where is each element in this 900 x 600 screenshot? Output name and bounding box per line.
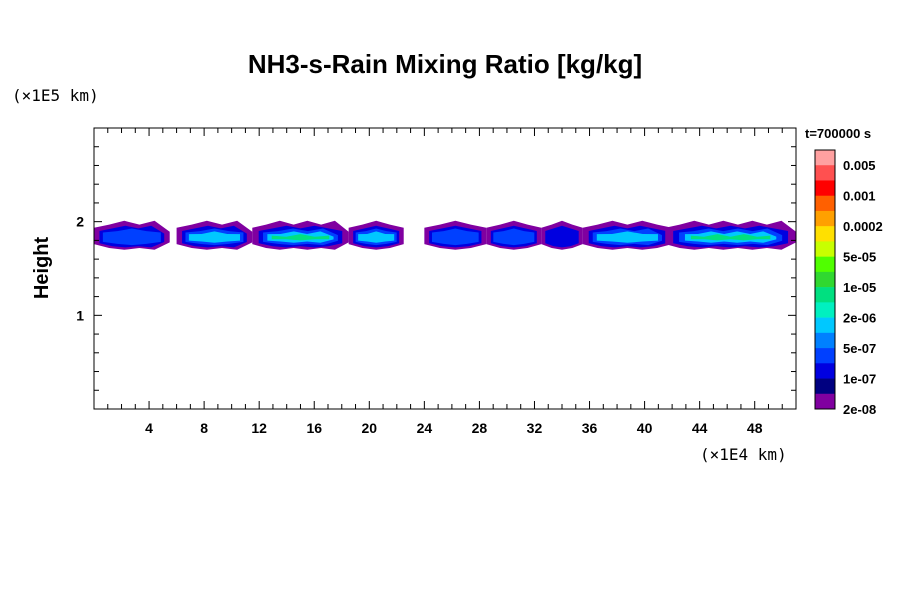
plot-frame: [93, 127, 797, 410]
colorbar-swatch: [815, 210, 835, 227]
cloud-cell-level-3: [431, 228, 479, 246]
chart-title: NH3-s-Rain Mixing Ratio [kg/kg]: [248, 49, 642, 79]
colorbar-tick-label: 0.005: [843, 158, 876, 173]
colorbar-swatch: [815, 378, 835, 395]
colorbar-swatch: [815, 302, 835, 318]
colorbar-swatch: [815, 256, 835, 273]
x-tick-label: 40: [637, 420, 653, 436]
colorbar-tick-label: 2e-06: [843, 311, 876, 326]
x-tick-label: 20: [362, 420, 378, 436]
colorbar-swatch: [815, 348, 835, 364]
colorbar-tick-label: 0.0002: [843, 219, 883, 234]
colorbar: 0.005 0.001 0.0002 5e-05 1e-05 2e-06 5e-07 1e-0…: [814, 149, 883, 417]
x-tick-label: 24: [417, 420, 433, 436]
colorbar-swatch: [815, 287, 835, 303]
time-label: t=700000 s: [805, 126, 871, 141]
colorbar-swatch: [815, 226, 835, 242]
y-tick-label: 1: [76, 307, 84, 323]
x-tick-label: 48: [747, 420, 763, 436]
colorbar-frame: [814, 149, 836, 410]
cloud-cell-level-5: [690, 234, 771, 241]
colorbar-tick-label: 1e-07: [843, 372, 876, 387]
plot-content: [94, 220, 796, 250]
colorbar-swatch: [815, 241, 835, 257]
colorbar-swatch: [815, 271, 835, 288]
colorbar-tick-label: 5e-05: [843, 250, 876, 265]
x-tick-label: 44: [692, 420, 708, 436]
colorbar-swatch: [815, 195, 835, 212]
x-tick-label: 4: [145, 420, 153, 436]
colorbar-tick-label: 0.001: [843, 189, 876, 204]
cloud-cell-level-4: [358, 231, 395, 243]
y-unit-label: (×1E5 km): [12, 86, 99, 105]
colorbar-swatch: [815, 317, 835, 334]
cloud-cell-level-4: [596, 231, 658, 243]
colorbar-swatch: [815, 150, 835, 166]
x-tick-label: 8: [200, 420, 208, 436]
cloud-cell-level-3: [493, 228, 535, 246]
cloud-cell-level-3: [102, 228, 161, 246]
colorbar-swatch: [815, 165, 835, 181]
x-tick-label: 36: [582, 420, 598, 436]
y-axis-label: Height: [31, 237, 53, 300]
colorbar-tick-label: 2e-08: [843, 402, 876, 417]
x-tick-label: 32: [527, 420, 543, 436]
cloud-cell-level-5: [271, 234, 330, 241]
colorbar-swatch: [815, 180, 835, 197]
colorbar-swatch: [815, 332, 835, 349]
colorbar-tick-label: 1e-05: [843, 280, 876, 295]
cloud-cell-level-4: [188, 231, 241, 243]
x-tick-label: 12: [251, 420, 267, 436]
colorbar-swatch: [815, 393, 835, 410]
y-tick-label: 2: [76, 214, 84, 230]
colorbar-tick-label: 5e-07: [843, 341, 876, 356]
x-tick-label: 28: [472, 420, 488, 436]
x-unit-label: (×1E4 km): [700, 445, 787, 464]
colorbar-swatch: [815, 363, 835, 379]
cloud-cell-level-2: [545, 225, 579, 248]
x-tick-label: 16: [306, 420, 322, 436]
